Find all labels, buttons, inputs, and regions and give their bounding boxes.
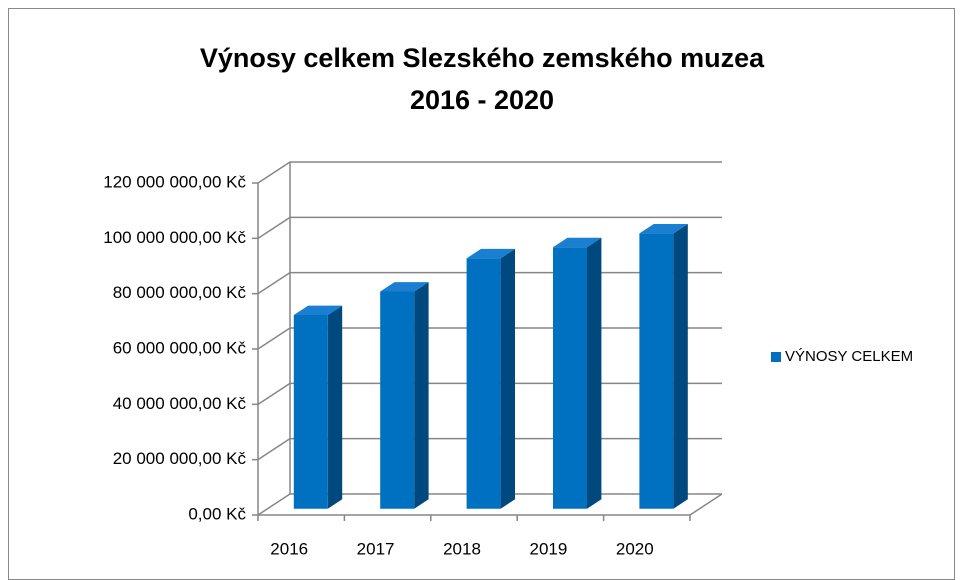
bar-top <box>553 237 602 248</box>
bar-side <box>414 282 429 509</box>
bar <box>639 223 688 509</box>
bar-top <box>639 223 688 234</box>
x-tick-label: 2019 <box>529 539 567 558</box>
x-tick-label: 2020 <box>616 539 654 558</box>
bar <box>380 282 429 509</box>
bar-top <box>466 248 515 259</box>
y-tick-label: 20 000 000,00 Kč <box>113 449 247 468</box>
axis-line <box>689 493 723 516</box>
bar-front <box>293 315 328 509</box>
bar <box>466 248 515 509</box>
bar-side <box>673 223 688 509</box>
x-tick-label: 2017 <box>357 539 395 558</box>
bar-top <box>293 305 343 316</box>
bar <box>553 237 602 509</box>
y-tick-label: 60 000 000,00 Kč <box>113 338 247 357</box>
bar-front <box>466 258 501 509</box>
bar-front <box>553 247 587 509</box>
bar-side <box>327 305 343 509</box>
bar <box>293 305 343 509</box>
chart-title: 2016 - 2020 <box>410 85 554 115</box>
bar-front <box>639 233 674 509</box>
chart-title: Výnosy celkem Slezského zemského muzea <box>200 43 765 73</box>
bar-top <box>380 282 429 292</box>
y-tick-label: 40 000 000,00 Kč <box>113 394 247 413</box>
y-tick-label: 120 000 000,00 Kč <box>103 172 246 191</box>
legend-swatch <box>771 352 781 362</box>
grid-line <box>257 161 722 184</box>
y-tick-label: 100 000 000,00 Kč <box>103 228 246 247</box>
x-tick-label: 2016 <box>270 539 308 558</box>
bar-side <box>587 237 602 509</box>
bar-front <box>380 291 415 509</box>
y-tick-label: 80 000 000,00 Kč <box>113 283 247 302</box>
bar-side <box>500 248 515 509</box>
legend-label: VÝNOSY CELKEM <box>785 348 913 365</box>
x-tick-label: 2018 <box>443 539 481 558</box>
grid-line <box>257 216 722 239</box>
y-tick-label: 0,00 Kč <box>188 504 246 523</box>
